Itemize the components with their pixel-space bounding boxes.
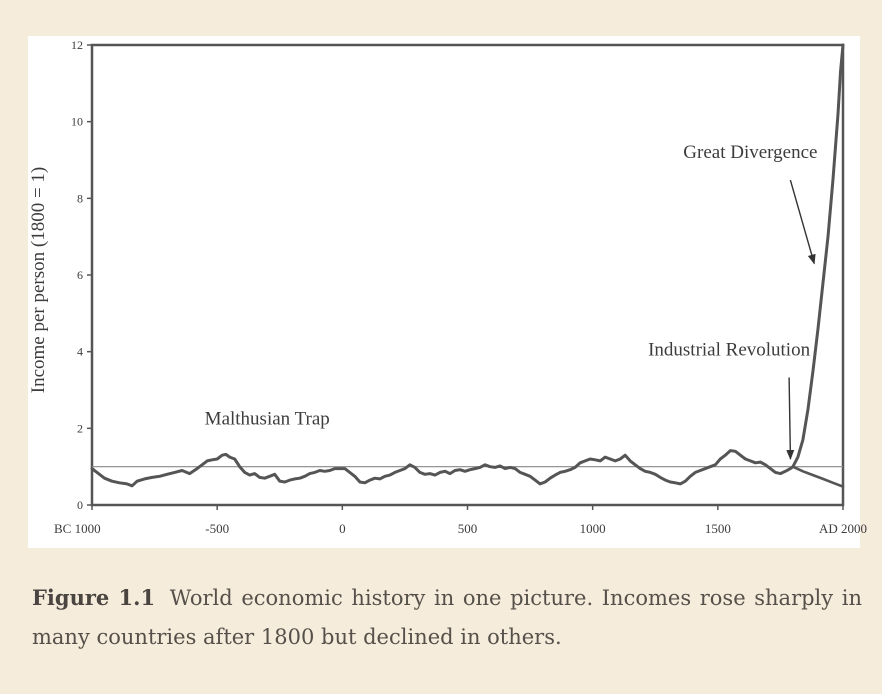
plot-frame (90, 43, 845, 507)
y-tick-label: 12 (71, 38, 83, 52)
plot-panel (28, 36, 860, 548)
axes (90, 43, 845, 507)
y-tick-label: 4 (77, 345, 83, 359)
x-tick-label: 1000 (580, 521, 606, 536)
annotation-label: Malthusian Trap (205, 409, 330, 430)
y-axis-label: Income per person (1800 = 1) (28, 167, 49, 394)
y-tick-label: 0 (77, 498, 83, 512)
annotation-label: Industrial Revolution (648, 340, 811, 361)
series-line (791, 465, 845, 488)
annotation-label: Great Divergence (683, 142, 817, 163)
x-tick-label: 1500 (705, 521, 731, 536)
x-tick-label: -500 (205, 521, 229, 536)
series-line (90, 43, 845, 488)
annotation-arrow (789, 179, 816, 265)
y-tick-label: 8 (77, 191, 83, 205)
annotations: Malthusian Trap Industrial Revolution Grea… (205, 142, 817, 460)
figure-caption: Figure 1.1 World economic history in one… (32, 578, 862, 657)
x-tick-label: AD 2000 (819, 521, 867, 536)
figure-label: Figure 1.1 (32, 585, 156, 610)
y-tick-label: 10 (71, 115, 83, 129)
x-tick-label: 500 (458, 521, 478, 536)
series-layer (90, 43, 845, 488)
y-tick-label: 2 (77, 421, 83, 435)
ticks: 0 2 4 6 8 10 12 BC 1000 -500 0 500 1000 1500 AD 2000 (54, 38, 867, 536)
x-tick-label: 0 (339, 521, 346, 536)
x-tick-label: BC 1000 (54, 521, 101, 536)
annotation-arrow (786, 377, 795, 460)
y-tick-label: 6 (77, 268, 83, 282)
caption-text: World economic history in one picture. I… (32, 586, 863, 649)
